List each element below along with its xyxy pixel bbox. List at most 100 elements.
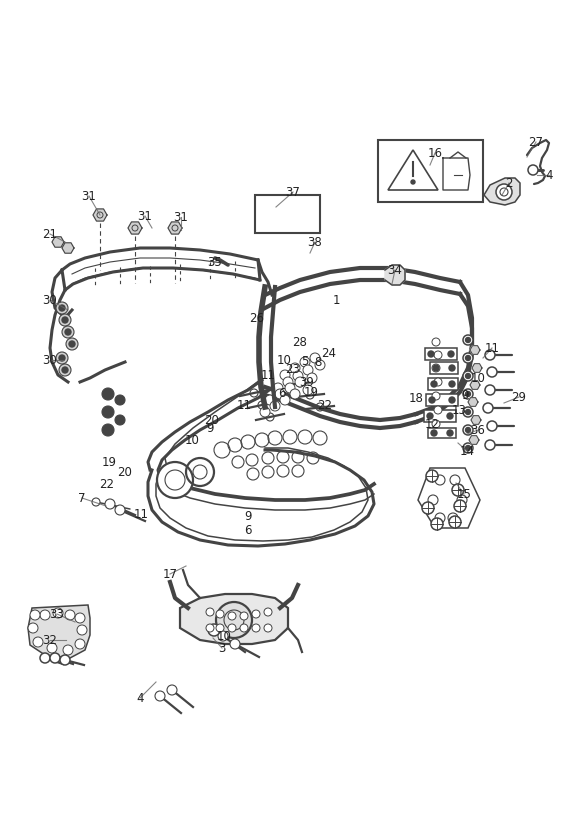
Circle shape [300, 357, 310, 367]
Polygon shape [484, 178, 520, 205]
Circle shape [427, 413, 433, 419]
Circle shape [448, 351, 454, 357]
Circle shape [280, 370, 290, 380]
Polygon shape [385, 265, 405, 285]
Text: 31: 31 [174, 210, 188, 223]
Text: 10: 10 [185, 433, 199, 447]
Text: 19: 19 [304, 386, 318, 399]
Polygon shape [128, 222, 142, 234]
Text: 23: 23 [286, 363, 300, 376]
Circle shape [431, 381, 437, 387]
Polygon shape [62, 243, 74, 253]
Circle shape [115, 505, 125, 515]
Polygon shape [418, 468, 480, 528]
Circle shape [230, 639, 240, 649]
Circle shape [102, 406, 114, 418]
Text: 11: 11 [484, 341, 500, 354]
Circle shape [463, 443, 473, 453]
Text: 28: 28 [293, 335, 307, 349]
Polygon shape [471, 415, 481, 424]
Circle shape [218, 631, 228, 641]
Bar [426, 394, 458, 406]
Text: 11: 11 [134, 508, 149, 522]
Text: 13: 13 [452, 404, 466, 416]
Circle shape [283, 377, 293, 387]
Circle shape [240, 624, 248, 632]
Circle shape [157, 462, 193, 498]
Circle shape [315, 360, 325, 370]
Polygon shape [93, 209, 107, 221]
Circle shape [105, 499, 115, 509]
Circle shape [429, 397, 435, 403]
Circle shape [426, 470, 438, 482]
Circle shape [465, 391, 470, 396]
Circle shape [216, 610, 224, 618]
Circle shape [77, 625, 87, 635]
Circle shape [448, 513, 458, 523]
Circle shape [310, 353, 320, 363]
Circle shape [422, 502, 434, 514]
Bar [428, 428, 456, 438]
Polygon shape [470, 381, 480, 389]
Circle shape [206, 608, 214, 616]
Circle shape [449, 381, 455, 387]
Text: 4: 4 [545, 168, 553, 181]
Text: 19: 19 [101, 456, 117, 469]
Circle shape [65, 329, 71, 335]
Circle shape [428, 495, 438, 505]
Text: 9: 9 [206, 422, 214, 434]
Circle shape [465, 373, 470, 378]
Circle shape [59, 314, 71, 326]
Text: 22: 22 [318, 399, 332, 411]
Circle shape [465, 446, 470, 451]
Circle shape [434, 351, 442, 359]
Circle shape [102, 388, 114, 400]
Circle shape [483, 403, 493, 413]
Bar [378, 140, 483, 202]
Circle shape [115, 415, 125, 425]
Bar [425, 348, 457, 360]
Circle shape [454, 500, 466, 512]
Circle shape [411, 180, 415, 184]
Circle shape [275, 389, 285, 399]
Text: 21: 21 [43, 227, 58, 241]
Text: 32: 32 [43, 634, 58, 647]
Text: 18: 18 [409, 391, 423, 405]
Circle shape [65, 610, 75, 620]
Circle shape [265, 395, 275, 405]
Text: 6: 6 [244, 523, 252, 536]
Text: 30: 30 [43, 293, 57, 307]
Polygon shape [468, 398, 478, 406]
Circle shape [496, 184, 512, 200]
Circle shape [452, 484, 464, 496]
Text: 6: 6 [278, 386, 286, 400]
Text: 7: 7 [78, 491, 86, 504]
Circle shape [449, 365, 455, 371]
Circle shape [50, 653, 60, 663]
Text: 20: 20 [205, 414, 219, 427]
Text: 9: 9 [244, 511, 252, 523]
Circle shape [56, 302, 68, 314]
Circle shape [47, 643, 57, 653]
Circle shape [260, 407, 270, 417]
Text: 27: 27 [529, 135, 543, 148]
Text: 35: 35 [208, 255, 222, 269]
Circle shape [28, 623, 38, 633]
Circle shape [463, 389, 473, 399]
Circle shape [303, 365, 313, 375]
Text: 34: 34 [388, 264, 402, 277]
Bar [255, 195, 320, 233]
Circle shape [62, 367, 68, 373]
Circle shape [487, 421, 497, 431]
Polygon shape [472, 363, 482, 372]
Text: 15: 15 [456, 488, 472, 500]
Circle shape [293, 371, 303, 381]
Circle shape [252, 624, 260, 632]
Text: 30: 30 [43, 353, 57, 367]
Circle shape [463, 371, 473, 381]
Circle shape [252, 610, 260, 618]
Circle shape [66, 338, 78, 350]
Circle shape [228, 612, 236, 620]
Circle shape [463, 425, 473, 435]
Circle shape [40, 610, 50, 620]
